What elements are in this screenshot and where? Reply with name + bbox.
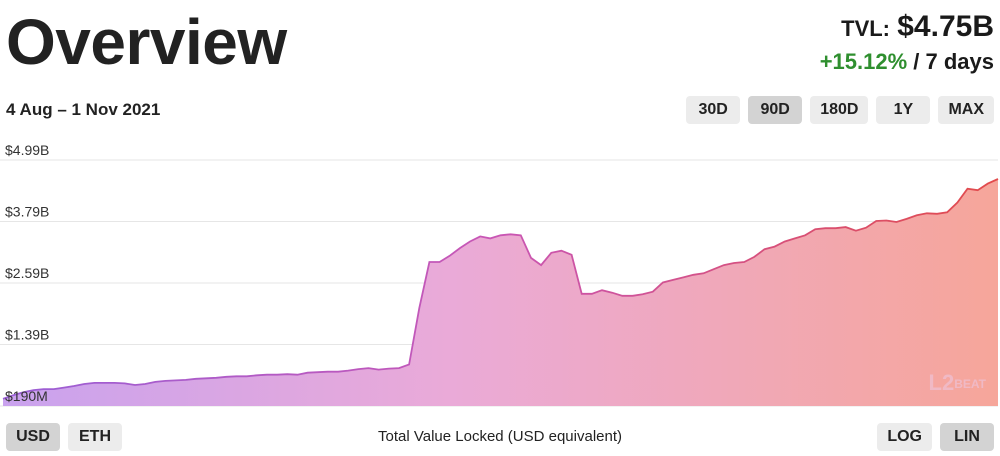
currency-button-eth[interactable]: ETH [68, 423, 122, 451]
l2beat-logo-sub: BEAT [954, 377, 986, 392]
currency-button-usd[interactable]: USD [6, 423, 60, 451]
y-tick-label: $3.79B [5, 204, 49, 220]
tvl-change-period: / 7 days [913, 49, 994, 74]
chart-caption: Total Value Locked (USD equivalent) [377, 428, 623, 445]
tvl-summary: TVL: $4.75B +15.12% / 7 days [820, 10, 994, 76]
scale-button-log[interactable]: LOG [877, 423, 932, 451]
y-tick-label: $4.99B [5, 142, 49, 158]
scale-button-group: LOG LIN [877, 423, 994, 451]
page-title: Overview [6, 6, 287, 78]
range-button-180d[interactable]: 180D [810, 96, 869, 124]
tvl-change-percent: +15.12% [819, 49, 908, 74]
y-tick-label: $190M [5, 388, 48, 404]
tvl-value: $4.75B [897, 10, 994, 43]
range-button-group: 30D 90D 180D 1Y MAX [686, 96, 994, 124]
date-range: 4 Aug – 1 Nov 2021 [6, 100, 161, 119]
scale-button-lin[interactable]: LIN [940, 423, 994, 451]
l2beat-logo-main: L2 [928, 370, 955, 395]
y-tick-label: $2.59B [5, 265, 49, 281]
tvl-chart-svg: $4.99B $3.79B $2.59B $1.39B $190M [0, 142, 999, 407]
tvl-area-fill [3, 179, 998, 406]
range-button-1y[interactable]: 1Y [876, 96, 931, 124]
range-button-30d[interactable]: 30D [686, 96, 741, 124]
tvl-label: TVL: [841, 16, 891, 41]
range-button-max[interactable]: MAX [938, 96, 994, 124]
currency-button-group: USD ETH [6, 423, 122, 451]
range-button-90d[interactable]: 90D [748, 96, 803, 124]
y-tick-label: $1.39B [5, 327, 49, 343]
tvl-series-line [2, 178, 999, 400]
tvl-line: TVL: $4.75B [820, 10, 994, 46]
tvl-chart: $4.99B $3.79B $2.59B $1.39B $190M [0, 140, 1000, 410]
tvl-change-line: +15.12% / 7 days [820, 48, 994, 76]
l2beat-logo: L2BEAT [929, 370, 986, 396]
